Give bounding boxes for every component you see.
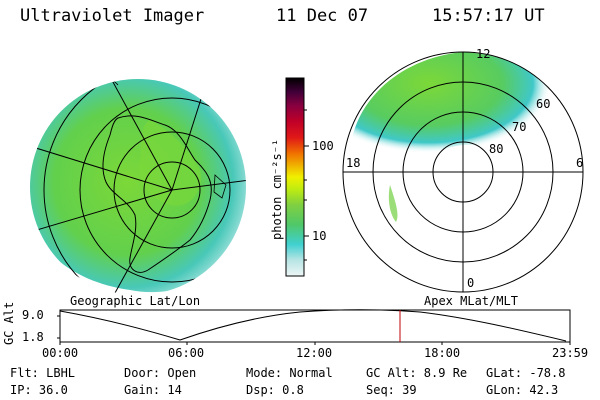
gc-alt-info: GC Alt: 8.9 Re (366, 366, 468, 380)
orbit-y-tick-max: 9.0 (22, 308, 44, 322)
mlt-label-6: 6 (576, 156, 584, 170)
orbit-x-tick: 06:00 (168, 346, 205, 360)
geographic-caption: Geographic Lat/Lon (70, 294, 201, 308)
mlt-label-0: 0 (467, 276, 475, 290)
aurora-region-right (350, 52, 574, 179)
ip-info: IP: 36.0 (10, 383, 68, 397)
gain-info: Gain: 14 (124, 383, 182, 397)
glat-info: GLat: -78.8 (486, 366, 566, 380)
orbit-x-tick: 18:00 (424, 346, 461, 360)
mlat-label-80: 80 (489, 142, 504, 156)
geographic-map (30, 79, 246, 295)
mlat-label-60: 60 (536, 97, 551, 111)
colorbar-tick-100: 100 (312, 139, 334, 153)
magnetic-map (342, 51, 584, 293)
date-label: 11 Dec 07 (276, 6, 369, 26)
orbit-x-tick: 23:59 (552, 346, 589, 360)
seq-info: Seq: 39 (366, 383, 417, 397)
glon-info: GLon: 42.3 (486, 383, 559, 397)
orbit-x-tick: 00:00 (42, 346, 79, 360)
mlt-label-12: 12 (476, 47, 491, 61)
door-info: Door: Open (124, 366, 197, 380)
orbit-y-label: GC Alt (2, 301, 16, 345)
colorbar (285, 77, 309, 277)
colorbar-tick-10: 10 (312, 229, 327, 243)
instrument-title: Ultraviolet Imager (20, 6, 205, 26)
mlt-label-18: 18 (346, 156, 361, 170)
time-label: 15:57:17 UT (432, 6, 545, 26)
orbit-x-tick: 12:00 (296, 346, 333, 360)
orbit-plot (57, 309, 571, 345)
filter-info: Flt: LBHL (10, 366, 76, 380)
colorbar-unit-label: photon cm⁻²s⁻¹ (270, 138, 284, 240)
altitude-curve (59, 309, 567, 342)
orbit-y-tick-min: 1.8 (22, 330, 44, 344)
dsp-info: Dsp: 0.8 (246, 383, 304, 397)
mode-info: Mode: Normal (246, 366, 333, 380)
mlat-label-70: 70 (512, 120, 527, 134)
magnetic-caption: Apex MLat/MLT (424, 294, 518, 308)
aurora-region-left (30, 79, 246, 293)
